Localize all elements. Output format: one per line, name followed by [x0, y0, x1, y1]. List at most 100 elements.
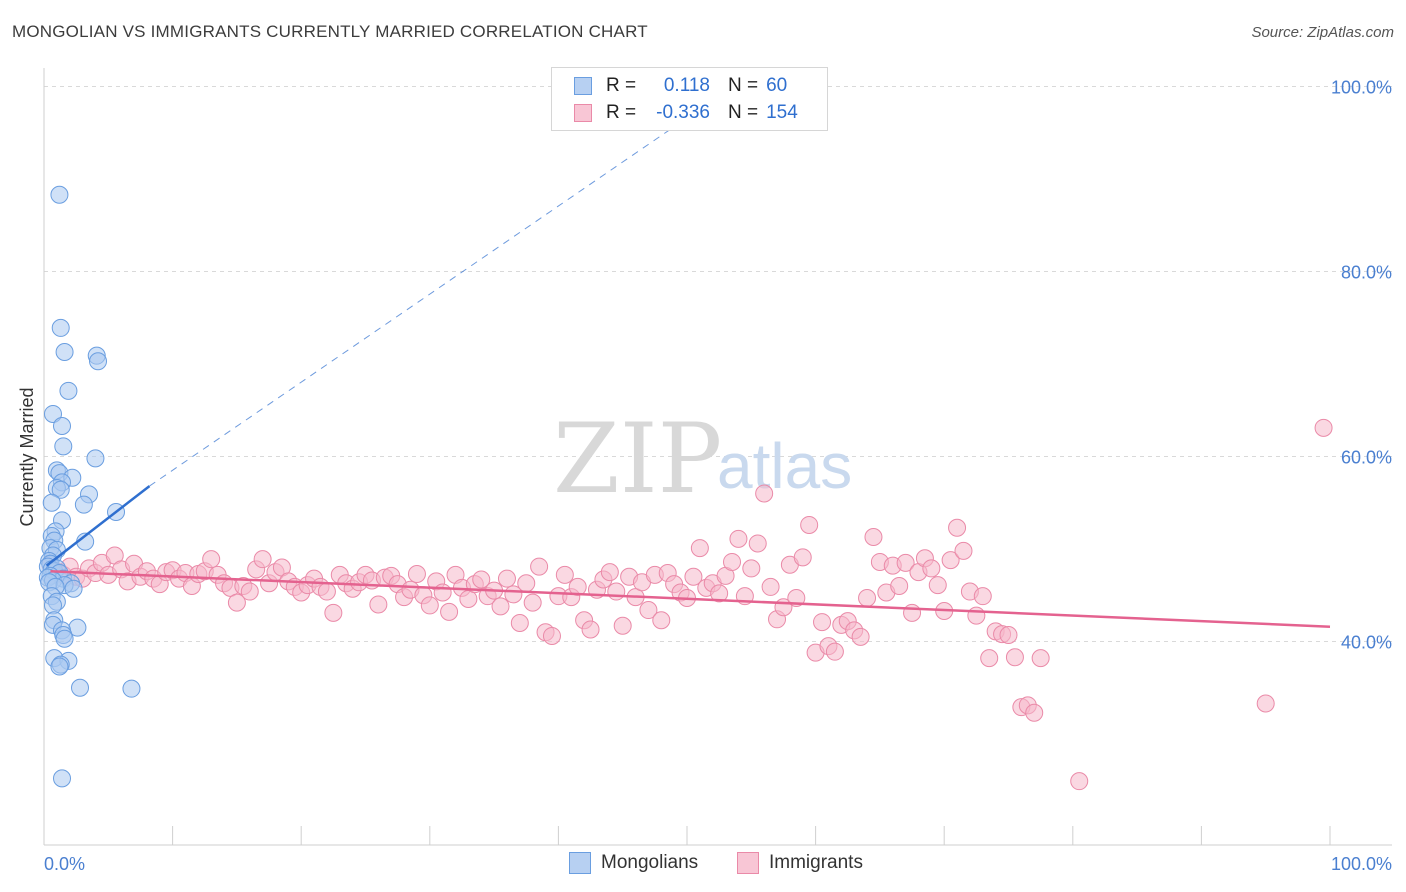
n-label: N =	[728, 75, 759, 96]
watermark-atlas: atlas	[717, 430, 852, 502]
mongolian-point	[89, 352, 108, 371]
immigrant-point	[755, 484, 774, 503]
immigrant-point	[1005, 648, 1024, 667]
series-legend: Mongolians Immigrants	[0, 852, 1406, 878]
immigrant-point	[729, 529, 748, 548]
immigrant-point	[742, 559, 761, 578]
stats-legend: R = 0.118 N = 60 R = -0.336 N = 154	[551, 67, 828, 131]
immigrant-point	[555, 565, 574, 584]
immigrant-point	[723, 552, 742, 571]
immigrant-point	[510, 614, 529, 632]
legend-item-immigrants[interactable]: Immigrants	[737, 852, 863, 874]
immigrant-point	[967, 606, 986, 625]
immigrant-point	[253, 550, 272, 569]
source-note: Source: ZipAtlas.com	[1251, 24, 1394, 41]
y-tick-label: 80.0%	[1341, 263, 1392, 283]
immigrant-point	[639, 601, 658, 620]
legend-item-mongolians[interactable]: Mongolians	[569, 852, 698, 874]
x-axis-ticks	[43, 826, 1331, 845]
immigrant-point	[523, 593, 542, 612]
immigrant-point	[407, 564, 426, 583]
immigrant-point	[973, 587, 992, 606]
r-value: -0.336	[656, 102, 710, 123]
mongolians-legend-label: Mongolians	[601, 852, 699, 873]
immigrant-point	[581, 620, 600, 639]
immigrant-point	[472, 570, 491, 589]
immigrant-point	[568, 577, 587, 596]
immigrants-legend-swatch	[737, 852, 759, 874]
mongolians-swatch	[574, 77, 592, 95]
y-tick-label: 100.0%	[1331, 78, 1392, 98]
r-value: 0.118	[663, 75, 710, 96]
mongolian-point	[53, 769, 72, 788]
immigrant-point	[800, 515, 819, 534]
immigrant-point	[928, 576, 947, 595]
immigrant-point	[922, 559, 941, 578]
grid-lines	[44, 86, 1392, 642]
n-value: 154	[766, 102, 798, 123]
r-label: R =	[606, 102, 637, 123]
immigrants-trend-line	[50, 569, 1331, 628]
y-axis-label: Currently Married	[17, 387, 37, 526]
immigrant-point	[690, 539, 709, 558]
chart-title: MONGOLIAN VS IMMIGRANTS CURRENTLY MARRIE…	[12, 22, 648, 41]
immigrant-point	[980, 649, 999, 668]
n-value: 60	[766, 75, 788, 96]
legend-row-immigrants: R = -0.336 N = 154	[574, 101, 798, 125]
mongolians-legend-swatch	[569, 852, 591, 874]
immigrant-point	[420, 596, 439, 615]
immigrant-point	[1314, 418, 1333, 437]
immigrant-point	[941, 551, 960, 570]
immigrant-point	[317, 582, 336, 601]
mongolian-point	[54, 437, 73, 456]
immigrant-point	[240, 582, 259, 601]
immigrant-point	[1070, 772, 1089, 791]
immigrant-point	[1256, 694, 1275, 713]
immigrant-point	[684, 567, 703, 586]
immigrant-point	[825, 642, 844, 661]
immigrant-point	[530, 557, 549, 576]
immigrants-legend-label: Immigrants	[769, 852, 863, 873]
mongolian-point	[55, 342, 74, 361]
immigrants-swatch	[574, 104, 592, 122]
mongolian-point	[51, 480, 70, 499]
immigrant-point	[793, 548, 812, 567]
y-tick-label: 60.0%	[1341, 448, 1392, 468]
immigrant-point	[890, 577, 909, 595]
mongolian-point	[50, 185, 69, 204]
immigrant-point	[748, 534, 767, 553]
mongolians-points	[38, 185, 141, 788]
mongolian-point	[42, 493, 61, 512]
immigrant-point	[864, 527, 883, 546]
r-label: R =	[606, 75, 637, 96]
immigrant-point	[440, 602, 459, 621]
immigrant-point	[600, 563, 619, 582]
legend-row-mongolians: R = 0.118 N = 60	[574, 74, 787, 98]
immigrant-point	[851, 627, 870, 646]
immigrant-point	[433, 583, 452, 602]
mongolian-point	[59, 381, 78, 400]
immigrant-point	[652, 611, 671, 630]
immigrant-point	[903, 603, 922, 622]
y-tick-label: 40.0%	[1341, 633, 1392, 653]
mongolian-point	[55, 629, 74, 648]
immigrant-point	[613, 616, 632, 635]
immigrant-point	[497, 569, 516, 588]
immigrant-point	[710, 584, 729, 603]
watermark-zip: ZIP	[553, 403, 722, 515]
immigrant-point	[813, 613, 832, 632]
immigrant-point	[954, 541, 973, 560]
immigrant-point	[517, 574, 536, 593]
n-label: N =	[728, 102, 759, 123]
mongolian-point	[64, 579, 83, 598]
mongolian-point	[53, 416, 72, 435]
trend-lines	[45, 117, 1331, 628]
immigrant-point	[896, 553, 915, 572]
x-tick-label-min: 0.0%	[44, 854, 85, 874]
mongolian-point	[51, 318, 70, 337]
immigrant-point	[202, 550, 221, 569]
immigrant-point	[948, 518, 967, 537]
mongolian-point	[122, 679, 141, 698]
mongolians-trend-extension	[149, 117, 688, 487]
